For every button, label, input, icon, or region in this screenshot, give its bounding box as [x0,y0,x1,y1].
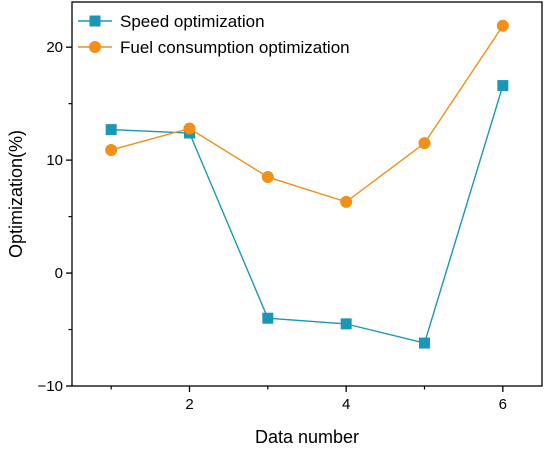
data-point-circle [496,19,509,32]
data-point-square [262,312,274,324]
legend-label: Speed optimization [120,12,265,31]
data-point-circle [418,137,431,150]
y-axis-title: Optimization(%) [6,130,26,258]
x-tick-label: 2 [185,396,193,413]
legend-label: Fuel consumption optimization [120,38,350,57]
data-point-circle [183,122,196,135]
legend-item: Fuel consumption optimization [78,38,350,57]
plot-frame [71,1,543,387]
data-point-square [419,337,430,349]
x-axis-title: Data number [255,427,359,447]
legend: Speed optimization Fuel consumption optim… [78,12,350,57]
data-point-square [105,124,117,136]
legend-marker-circle [89,41,101,53]
series-line [111,85,504,344]
data-point-circle [340,195,353,208]
data-point-circle [261,171,274,184]
x-tick-label: 4 [342,396,350,413]
series-line [110,25,504,203]
y-tick-label: 20 [46,39,63,56]
legend-marker-square [89,15,101,27]
data-point-circle [105,143,118,156]
y-tick-label: −10 [38,378,63,395]
y-tick-label: 0 [55,265,63,282]
series-layer [105,19,509,349]
x-tick-label: 6 [499,396,507,413]
series-2 [105,19,509,208]
series-1 [105,80,509,349]
legend-item: Speed optimization [78,12,265,31]
data-point-square [340,318,352,330]
data-point-square [497,80,509,92]
axis-ticks: 2 4 6 −10 0 10 20 [38,39,507,413]
y-tick-label: 10 [46,152,63,169]
